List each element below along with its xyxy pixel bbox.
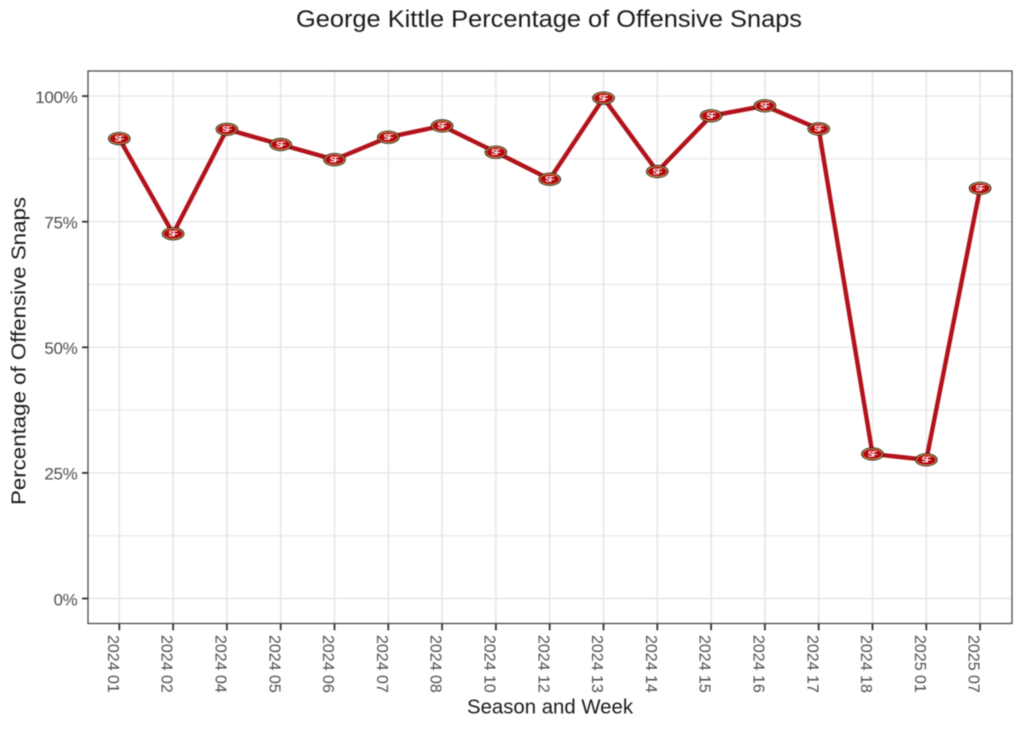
svg-text:George Kittle Percentage of Of: George Kittle Percentage of Offensive Sn…	[296, 6, 802, 33]
svg-text:SF: SF	[599, 94, 609, 103]
svg-text:Season and Week: Season and Week	[467, 697, 634, 719]
svg-text:SF: SF	[384, 133, 394, 142]
svg-text:2024 15: 2024 15	[696, 635, 713, 693]
svg-text:2024 13: 2024 13	[588, 635, 605, 693]
svg-text:2025 07: 2025 07	[965, 635, 982, 693]
svg-text:SF: SF	[868, 450, 878, 459]
svg-text:SF: SF	[545, 175, 555, 184]
svg-text:2024 08: 2024 08	[427, 635, 444, 693]
svg-text:SF: SF	[653, 167, 663, 176]
svg-text:2024 12: 2024 12	[534, 635, 551, 693]
svg-text:2024 07: 2024 07	[373, 635, 390, 693]
svg-text:2024 02: 2024 02	[158, 635, 175, 693]
svg-text:2024 05: 2024 05	[265, 635, 282, 693]
svg-text:2024 18: 2024 18	[857, 635, 874, 693]
svg-text:100%: 100%	[35, 88, 77, 107]
svg-text:2025 01: 2025 01	[911, 635, 928, 693]
svg-text:SF: SF	[975, 184, 985, 193]
svg-text:SF: SF	[276, 140, 286, 149]
svg-text:SF: SF	[330, 155, 340, 164]
svg-text:SF: SF	[222, 125, 232, 134]
svg-text:2024 16: 2024 16	[750, 635, 767, 693]
svg-text:2024 06: 2024 06	[319, 635, 336, 693]
svg-text:SF: SF	[760, 102, 770, 111]
svg-text:SF: SF	[706, 112, 716, 121]
svg-text:Percentage of Offensive Snaps: Percentage of Offensive Snaps	[8, 197, 31, 505]
svg-text:SF: SF	[491, 148, 501, 157]
svg-text:SF: SF	[168, 230, 178, 239]
svg-text:2024 10: 2024 10	[480, 635, 497, 693]
svg-text:75%: 75%	[44, 214, 77, 233]
svg-text:SF: SF	[437, 122, 447, 131]
svg-text:0%: 0%	[54, 590, 78, 609]
svg-text:SF: SF	[115, 134, 125, 143]
svg-text:50%: 50%	[44, 339, 77, 358]
svg-text:SF: SF	[922, 456, 932, 465]
svg-text:2024 01: 2024 01	[104, 635, 121, 693]
svg-text:2024 17: 2024 17	[803, 635, 820, 693]
svg-text:25%: 25%	[44, 465, 77, 484]
svg-text:2024 14: 2024 14	[642, 635, 659, 693]
svg-text:SF: SF	[814, 125, 824, 134]
svg-text:2024 04: 2024 04	[211, 635, 228, 693]
